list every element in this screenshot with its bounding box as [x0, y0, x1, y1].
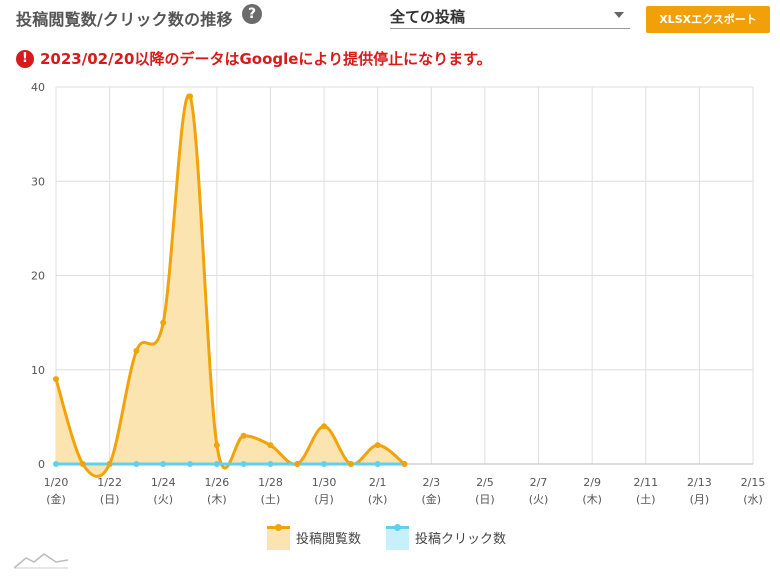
- x-tick-label: 1/26: [204, 476, 229, 489]
- x-tick-label: 2/5: [476, 476, 494, 489]
- x-tick-weekday: (金): [46, 492, 66, 506]
- x-tick-label: 2/3: [422, 476, 440, 489]
- x-tick-weekday: (月): [690, 493, 710, 506]
- x-tick-label: 2/13: [687, 476, 712, 489]
- x-tick-weekday: (木): [582, 493, 602, 506]
- legend-swatch-clicks: [386, 524, 409, 550]
- legend-label-views: 投稿閲覧数: [296, 532, 362, 547]
- y-tick-label: 40: [31, 81, 45, 94]
- data-point-views: [374, 442, 381, 449]
- data-point-clicks: [133, 461, 140, 467]
- legend-label-clicks: 投稿クリック数: [415, 532, 507, 547]
- y-tick-label: 30: [31, 175, 45, 188]
- x-tick-weekday: (金): [422, 492, 442, 506]
- x-tick-label: 1/22: [97, 476, 122, 489]
- data-point-clicks: [53, 461, 59, 467]
- data-point-clicks: [160, 461, 167, 467]
- data-point-clicks: [321, 461, 328, 467]
- data-point-views: [53, 376, 59, 383]
- y-tick-label: 10: [31, 364, 45, 377]
- chart-thumbnail-icon: [13, 553, 69, 569]
- x-tick-weekday: (火): [153, 493, 173, 506]
- x-tick-weekday: (木): [207, 493, 227, 506]
- xlsx-export-button[interactable]: XLSXエクスポート: [646, 6, 770, 33]
- x-tick-weekday: (水): [743, 493, 763, 506]
- data-point-clicks: [240, 461, 247, 467]
- data-point-views: [213, 442, 220, 449]
- x-tick-weekday: (土): [636, 493, 656, 506]
- series-area-views: [56, 94, 405, 477]
- x-tick-weekday: (日): [475, 493, 495, 506]
- chart-header: 投稿閲覧数/クリック数の推移 ? 全ての投稿 XLSXエクスポート: [0, 0, 780, 40]
- x-tick-label: 1/30: [312, 476, 337, 489]
- x-tick-weekday: (水): [368, 493, 388, 506]
- y-tick-label: 20: [31, 270, 45, 283]
- data-point-clicks: [187, 461, 194, 467]
- x-tick-weekday: (土): [261, 493, 281, 506]
- x-tick-label: 2/1: [369, 476, 387, 489]
- notice-text: 2023/02/20以降のデータはGoogleにより提供停止になります。: [40, 50, 492, 68]
- legend-swatch-views: [267, 524, 290, 550]
- data-point-views: [401, 461, 408, 467]
- x-tick-label: 1/20: [44, 476, 69, 489]
- x-tick-label: 2/9: [583, 476, 601, 489]
- x-tick-label: 1/28: [258, 476, 283, 489]
- alert-circle-icon: !: [16, 50, 34, 68]
- x-tick-label: 2/15: [741, 476, 766, 489]
- data-point-clicks: [267, 461, 274, 467]
- post-filter-value: 全ての投稿: [390, 8, 466, 26]
- data-point-views: [347, 461, 354, 467]
- x-tick-weekday: (火): [529, 493, 549, 506]
- x-tick-weekday: (月): [314, 493, 334, 506]
- data-point-views: [294, 461, 301, 467]
- chart-title: 投稿閲覧数/クリック数の推移: [16, 10, 233, 29]
- post-filter-select[interactable]: 全ての投稿: [390, 4, 630, 29]
- data-point-views: [187, 93, 194, 100]
- x-tick-label: 1/24: [151, 476, 176, 489]
- x-tick-weekday: (日): [100, 493, 120, 506]
- data-point-views: [160, 319, 167, 326]
- data-point-views: [321, 423, 328, 430]
- y-tick-label: 0: [38, 458, 45, 471]
- views-clicks-chart: 0 10 20 30 40 1/20 (金) 1/22 (日) 1/24 (火) 1/26 (木) 1/2…: [31, 81, 766, 506]
- chevron-down-icon: [614, 12, 624, 18]
- data-point-views: [79, 461, 86, 467]
- data-point-views: [133, 347, 140, 354]
- data-point-clicks: [374, 461, 381, 467]
- x-tick-label: 2/11: [633, 476, 658, 489]
- question-circle-icon[interactable]: ?: [242, 4, 262, 24]
- data-point-clicks: [213, 461, 220, 467]
- data-point-views: [240, 432, 247, 439]
- series-line-views: [54, 93, 406, 478]
- data-point-views: [106, 461, 113, 467]
- x-tick-label: 2/7: [530, 476, 548, 489]
- data-point-views: [267, 442, 274, 449]
